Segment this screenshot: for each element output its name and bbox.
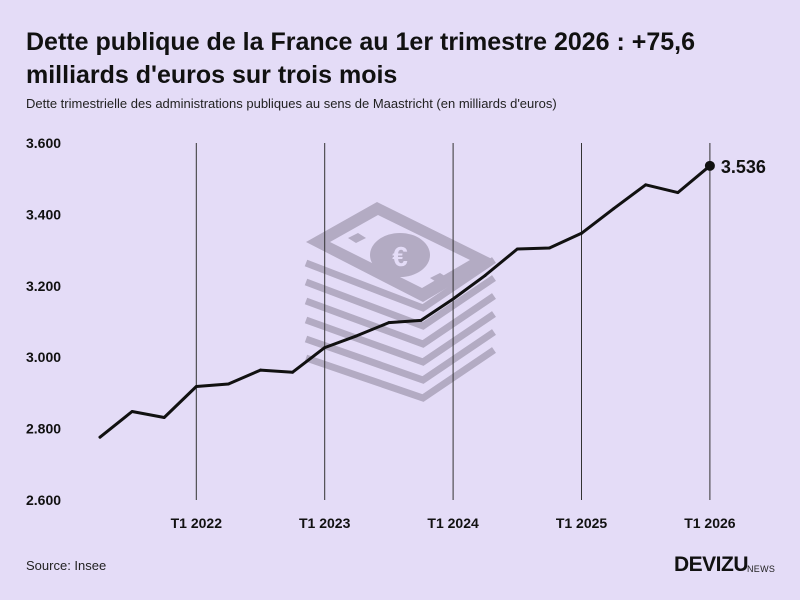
data-point [644, 183, 648, 187]
x-tick-label: T1 2026 [684, 515, 736, 531]
euro-banknote-stack-icon: € [304, 202, 496, 402]
euro-symbol-icon: € [392, 241, 408, 272]
y-tick-label: 3.200 [26, 278, 61, 294]
data-point [355, 334, 359, 338]
data-point [419, 319, 423, 322]
data-point [387, 321, 391, 324]
data-point [98, 435, 102, 439]
y-tick-label: 3.600 [26, 135, 61, 151]
chart-title: Dette publique de la France au 1er trime… [26, 28, 696, 89]
data-point [451, 297, 455, 301]
stack-layer-6 [304, 257, 496, 312]
y-tick-label: 3.400 [26, 206, 61, 222]
x-tick-label: T1 2022 [171, 515, 223, 531]
data-point [676, 191, 680, 195]
chart-subtitle: Dette trimestrielle des administrations … [26, 96, 557, 111]
euro-coin-icon [370, 233, 430, 277]
series-line [98, 164, 712, 439]
stack-layer-2 [304, 329, 496, 384]
x-tick-label: T1 2024 [427, 515, 479, 531]
data-point [612, 207, 615, 211]
source-note: Source: Insee [26, 558, 107, 573]
last-point-marker [704, 160, 715, 171]
debt-series [98, 164, 712, 439]
data-point [548, 246, 551, 250]
x-tick-label: T1 2023 [299, 515, 351, 531]
stack-layer-4 [304, 293, 496, 348]
data-point [580, 231, 583, 235]
vertical-gridlines [195, 143, 711, 500]
stack-layer-3 [304, 311, 496, 366]
data-point [291, 370, 294, 374]
data-point [130, 410, 134, 413]
y-axis-tick-labels: 2.600 2.800 3.000 3.200 3.400 3.600 [26, 135, 61, 508]
data-point [323, 346, 327, 349]
data-point [483, 274, 487, 277]
last-value-label: 3.536 [721, 157, 766, 177]
stack-layer-1 [304, 347, 496, 402]
y-tick-label: 2.600 [26, 492, 61, 508]
brand-logo-suffix: NEWS [747, 564, 776, 574]
banknote-corner-left [348, 233, 366, 243]
annotations: 3.536 [704, 157, 766, 177]
stack-layer-5 [304, 275, 496, 330]
x-axis-tick-labels: T1 2022 T1 2023 T1 2024 T1 2025 T1 2026 [171, 515, 736, 531]
data-point [162, 416, 166, 419]
data-point [227, 382, 230, 386]
data-point [515, 247, 519, 251]
brand-logo: DEVIZU [673, 553, 749, 576]
data-point [259, 368, 262, 372]
banknote-corner-right [430, 273, 448, 283]
data-point [194, 385, 198, 388]
y-tick-label: 2.800 [26, 421, 61, 437]
x-tick-label: T1 2025 [556, 515, 608, 531]
y-tick-label: 3.000 [26, 349, 61, 365]
